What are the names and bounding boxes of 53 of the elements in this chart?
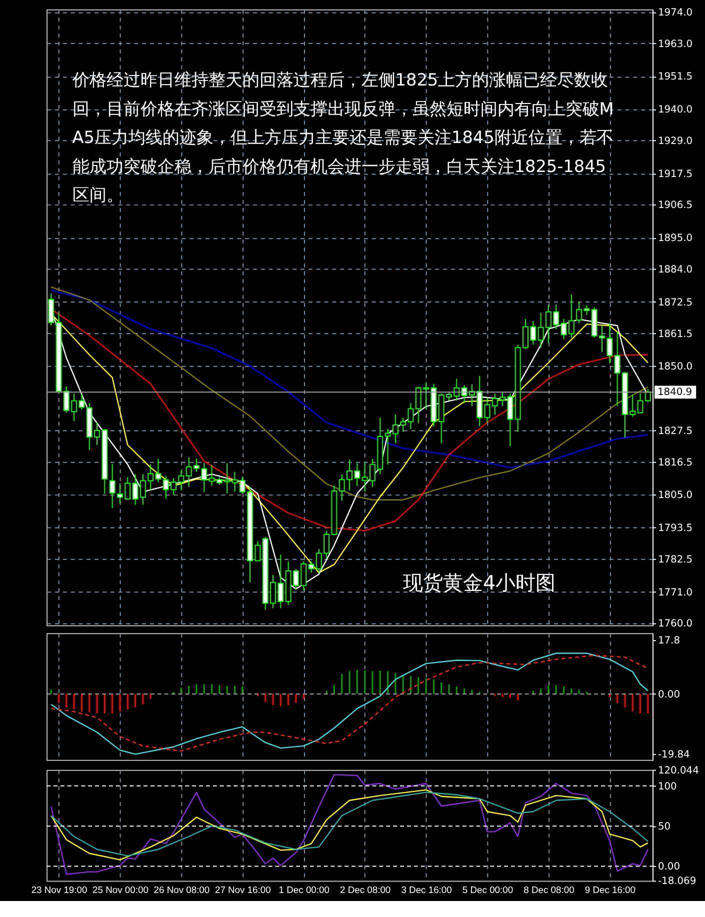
candlestick [155,458,162,483]
y-tick-label: 1917.5 [658,168,693,180]
annotation: 价格经过昨日维持整天的回落过程后，左侧1825上方的涨幅已经尽数收回，目前价格在齐涨区间受到支撑出现反弹，虽然短时间内有向上突破MA5压力均线的迹象，但上方压力主要还是需要关注1845附近位置，若不能成功突破企稳，后市价格仍有机会进一步走弱，白天关注1825-1845区间。 [71,70,614,204]
y-tick-label: 1861.5 [658,328,693,340]
y-tick-label: 1793.5 [658,523,693,534]
x-tick-label: 1 Dec 00:00 [278,884,330,896]
line-series [50,286,649,500]
y-tick-label: 1895.0 [658,233,693,244]
candlestick [484,397,490,424]
candlestick [78,394,85,410]
y-tick-label: 0.00 [658,862,680,873]
candlestick [560,318,567,340]
annotation: 现货黄金4小时图 [403,572,556,595]
x-tick-label: 8 Dec 08:00 [524,884,574,896]
y-tick-label: 1816.5 [658,457,693,468]
candlestick [644,388,651,402]
y-tick-label: 1974.0 [658,7,693,18]
y-tick-label: 1872.5 [658,297,693,308]
x-tick-label: 26 Nov 08:00 [154,884,210,896]
y-tick-label: 120.044 [658,765,699,776]
y-tick-label: 50 [658,822,671,833]
y-tick-label: 1771.0 [658,587,693,598]
candlestick [109,463,116,509]
y-tick-label: 17.8 [658,635,680,646]
y-tick-label: 1850.0 [658,362,693,373]
y-tick-label: 1884.0 [658,264,693,276]
y-tick-label: 1805.0 [658,490,693,502]
line-series [50,290,649,468]
y-tick-label: 1963.0 [658,38,693,50]
candlestick [637,392,644,414]
x-tick-label: 23 Nov 19:00 [31,884,88,896]
y-tick-label: 1951.5 [658,72,693,83]
x-tick-label: 27 Nov 16:00 [214,884,271,896]
y-tick-label: 100 [658,781,677,792]
y-tick-label: -18.069 [658,876,696,888]
y-tick-label: 1940.0 [658,104,693,116]
y-tick-label: 1827.5 [658,426,693,437]
x-tick-label: 25 Nov 00:00 [92,884,148,896]
candlestick [308,560,314,574]
candlestick [568,294,574,338]
y-tick-label: 1929.0 [658,136,693,147]
candlestick [408,402,414,430]
y-tick-label: 0.00 [658,689,680,700]
line-series [50,774,649,875]
y-tick-label: 1782.5 [658,554,693,566]
x-tick-label: 2 Dec 08:00 [340,884,391,896]
y-tick-label: 1906.5 [658,200,693,212]
ref-line-label: 1840.9 [657,387,692,398]
x-tick-label: 9 Dec 16:00 [584,884,636,896]
x-tick-label: 5 Dec 00:00 [462,884,514,896]
x-tick-label: 3 Dec 16:00 [401,884,452,896]
y-tick-label: 1760.0 [658,618,693,630]
y-tick-label: -19.84 [658,750,690,761]
